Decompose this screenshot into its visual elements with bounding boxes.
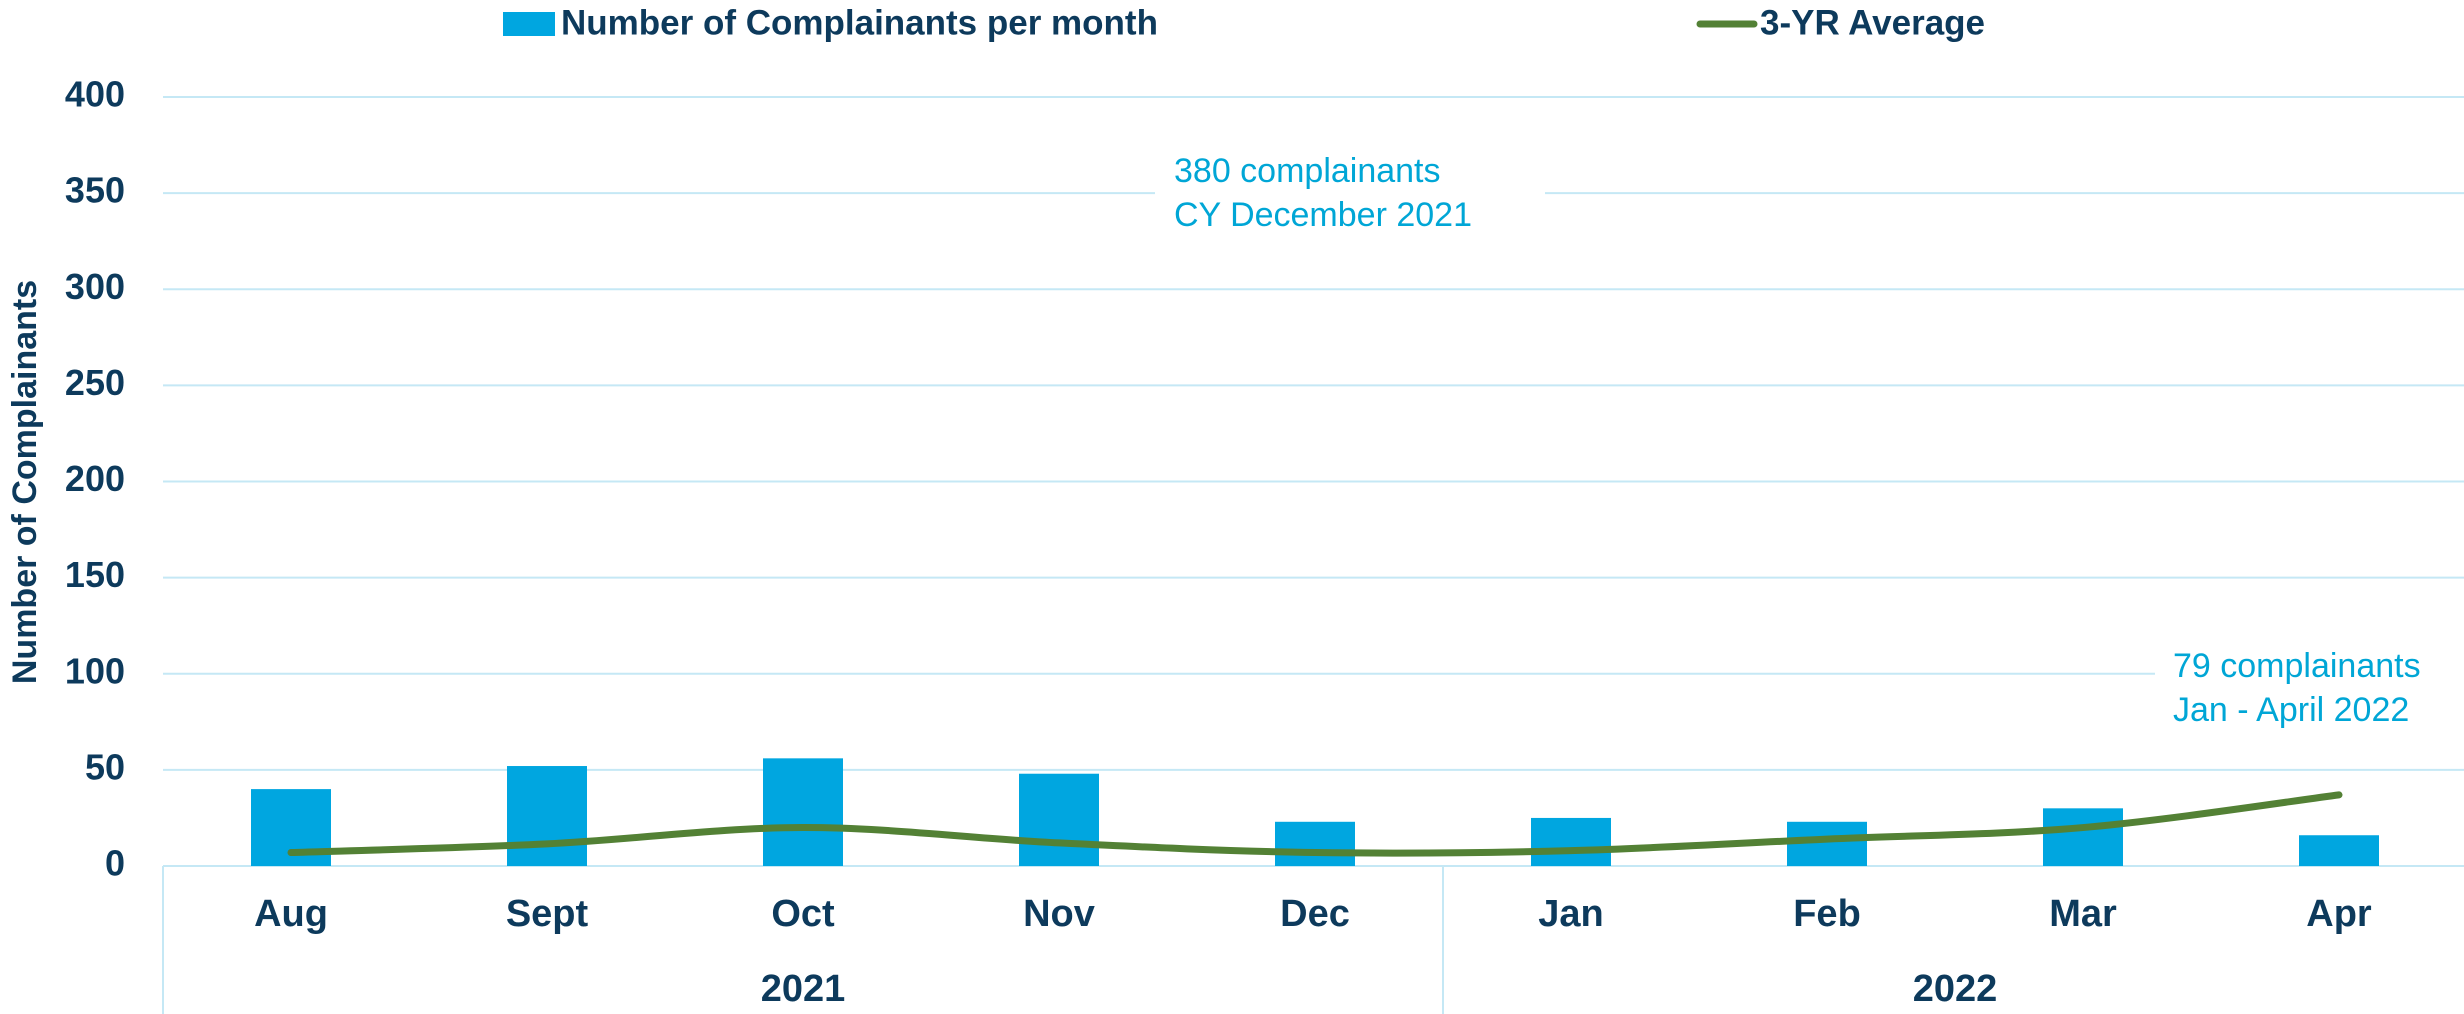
annotation: 380 complainants [1174,152,1441,190]
x-tick-label: Sept [506,893,589,935]
bar [1531,817,1611,866]
legend-label: Number of Complainants per month [561,3,1158,42]
legend-label: 3-YR Average [1760,3,1985,42]
bar [1275,821,1355,866]
annotation: Jan - April 2022 [2173,691,2409,729]
year-label: 2021 [761,968,846,1010]
y-tick-label: 350 [65,170,125,211]
y-tick-label: 150 [65,554,125,595]
y-tick-label: 300 [65,266,125,307]
y-tick-label: 250 [65,362,125,403]
x-tick-label: Feb [1793,893,1861,935]
legend-swatch [503,12,555,36]
year-label: 2022 [1913,968,1998,1010]
y-tick-label: 100 [65,650,125,691]
y-tick-label: 200 [65,458,125,499]
y-tick-label: 400 [65,74,125,115]
x-tick-label: Jan [1538,893,1603,935]
x-tick-label: Apr [2306,893,2372,935]
bar [2043,808,2123,866]
bar [1787,821,1867,866]
average-line [287,791,2343,857]
annotation: CY December 2021 [1174,196,1472,234]
annotation: 79 complainants [2173,647,2421,685]
x-tick-label: Mar [2049,893,2117,935]
annotation-box [2155,645,2464,733]
x-tick-label: Oct [771,893,835,935]
x-tick-label: Nov [1023,893,1095,935]
annotation-box [1155,150,1545,238]
bar [507,766,587,866]
y-axis-title: Number of Complainants [6,280,44,684]
bar [763,758,843,866]
x-tick-label: Dec [1280,893,1350,935]
bar [1019,773,1099,866]
bar [2299,835,2379,866]
y-tick-label: 0 [105,843,125,884]
y-tick-label: 50 [85,746,125,787]
x-tick-label: Aug [254,893,328,935]
